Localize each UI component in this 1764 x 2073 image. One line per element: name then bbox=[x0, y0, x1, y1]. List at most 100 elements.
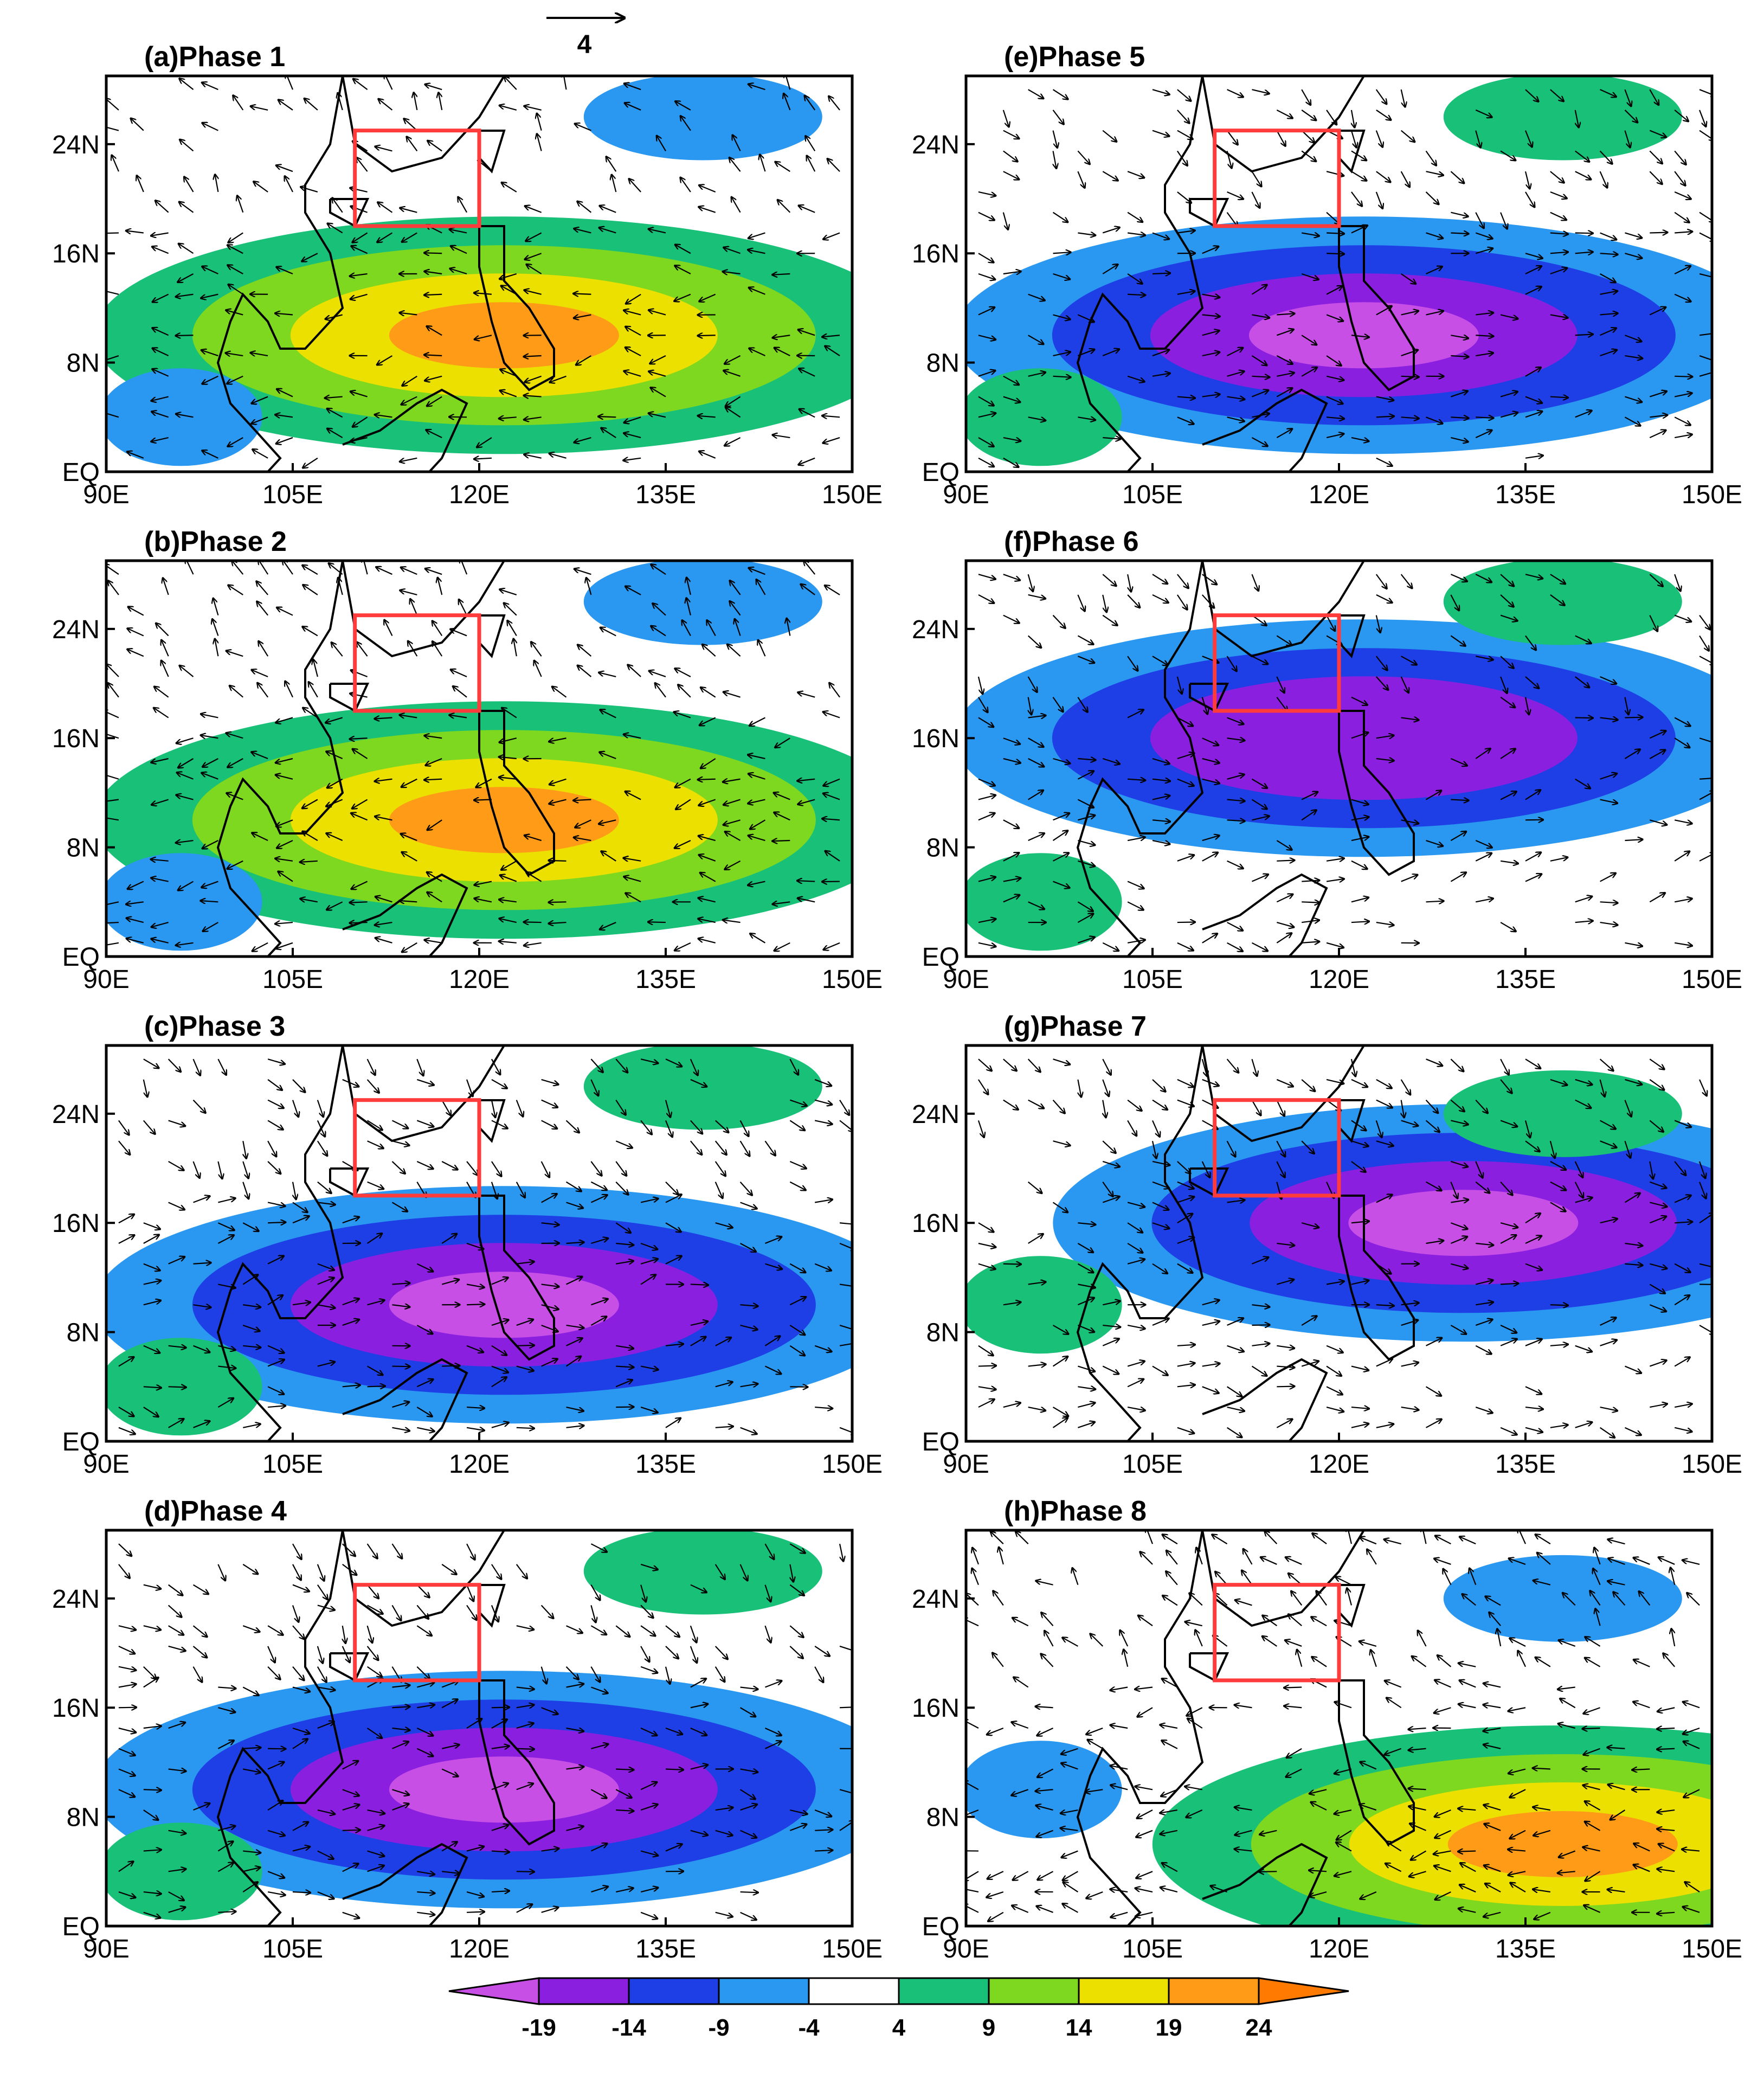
lat-tick-label: 16N bbox=[52, 1209, 100, 1238]
wind-vectors bbox=[118, 1058, 852, 1434]
colorbar-tick-label: 24 bbox=[1246, 2014, 1272, 2041]
lon-tick-label: 105E bbox=[262, 1450, 323, 1479]
lon-tick-label: 105E bbox=[1122, 965, 1183, 994]
lat-tick-label: 24N bbox=[52, 615, 100, 644]
colorbar-segment bbox=[898, 1977, 990, 2005]
lat-tick-label: 8N bbox=[926, 834, 960, 863]
lat-tick-label: 24N bbox=[52, 131, 100, 159]
lon-tick-label: 90E bbox=[83, 1935, 129, 1963]
lon-tick-label: 90E bbox=[943, 965, 989, 994]
lat-tick-label: 8N bbox=[926, 349, 960, 378]
colorbar-segment bbox=[718, 1977, 810, 2005]
lon-tick-label: 135E bbox=[1495, 480, 1556, 509]
lon-tick-label: 105E bbox=[1122, 1935, 1183, 1963]
lat-tick-label: EQ bbox=[922, 943, 960, 972]
lat-tick-label: EQ bbox=[62, 458, 100, 487]
lat-tick-label: 24N bbox=[52, 1100, 100, 1129]
colorbar-segment bbox=[1258, 1977, 1349, 2005]
lon-tick-label: 120E bbox=[1309, 1450, 1369, 1479]
lat-tick-label: 8N bbox=[67, 1319, 100, 1347]
lon-tick-label: 120E bbox=[1309, 480, 1369, 509]
lon-tick-label: 135E bbox=[635, 965, 696, 994]
panel-title: (c)Phase 3 bbox=[144, 1011, 285, 1042]
lon-tick-label: 120E bbox=[1309, 1935, 1369, 1963]
wind-vectors bbox=[978, 89, 1712, 467]
lon-tick-label: 105E bbox=[1122, 1450, 1183, 1479]
lat-tick-label: 16N bbox=[912, 724, 960, 753]
colorbar-segment bbox=[448, 1977, 540, 2005]
colorbar-segment bbox=[1078, 1977, 1170, 2005]
lon-tick-label: 105E bbox=[1122, 480, 1183, 509]
lat-tick-label: 8N bbox=[926, 1804, 960, 1832]
colorbar-tick-label: -9 bbox=[708, 2014, 729, 2041]
coastline bbox=[1076, 1530, 1415, 1926]
panel-title: (h)Phase 8 bbox=[1004, 1496, 1147, 1527]
wind-vectors bbox=[106, 561, 840, 952]
lat-tick-label: 16N bbox=[52, 724, 100, 753]
study-region-box bbox=[1213, 129, 1341, 228]
lat-tick-label: 24N bbox=[912, 615, 960, 644]
lon-tick-label: 135E bbox=[635, 1450, 696, 1479]
lat-tick-label: 16N bbox=[52, 1694, 100, 1723]
lon-tick-label: 90E bbox=[943, 1450, 989, 1479]
lon-tick-label: 150E bbox=[1682, 1935, 1742, 1963]
wind-vectors bbox=[977, 1058, 1712, 1437]
coastline bbox=[216, 1045, 555, 1441]
lat-tick-label: 24N bbox=[52, 1585, 100, 1614]
colorbar-tick-label: 4 bbox=[892, 2014, 906, 2041]
lon-tick-label: 120E bbox=[449, 965, 510, 994]
wind-vectors bbox=[966, 1530, 1700, 1921]
lat-tick-label: 24N bbox=[912, 131, 960, 159]
lon-tick-label: 105E bbox=[262, 965, 323, 994]
lon-tick-label: 105E bbox=[262, 480, 323, 509]
lon-tick-label: 105E bbox=[262, 1935, 323, 1963]
lon-tick-label: 150E bbox=[822, 1935, 883, 1963]
lon-tick-label: 150E bbox=[822, 965, 883, 994]
panel-title: (f)Phase 6 bbox=[1004, 526, 1139, 557]
lon-tick-label: 120E bbox=[1309, 965, 1369, 994]
colorbar-tick-label: 9 bbox=[982, 2014, 995, 2041]
lat-tick-label: 8N bbox=[67, 834, 100, 863]
colorbar-segment bbox=[538, 1977, 630, 2005]
lat-tick-label: 16N bbox=[912, 240, 960, 268]
lat-tick-label: 16N bbox=[52, 240, 100, 268]
lat-tick-label: 16N bbox=[912, 1694, 960, 1723]
panel-title: (a)Phase 1 bbox=[144, 41, 285, 73]
colorbar-tick-label: 19 bbox=[1156, 2014, 1182, 2041]
study-region-box bbox=[1213, 1098, 1341, 1198]
lat-tick-label: 8N bbox=[926, 1319, 960, 1347]
colorbar-tick-label: -4 bbox=[798, 2014, 820, 2041]
map-panel-g: (g)Phase 7 EQ 8N 16N 24N 90E 105E 120E 135E 150E bbox=[912, 1011, 1742, 1479]
lat-tick-label: 8N bbox=[67, 349, 100, 378]
coastline bbox=[1076, 1045, 1415, 1441]
colorbar-tick-label: -14 bbox=[611, 2014, 646, 2041]
colorbar-segment bbox=[628, 1977, 720, 2005]
panel-title: (d)Phase 4 bbox=[144, 1496, 287, 1527]
lon-tick-label: 135E bbox=[635, 480, 696, 509]
lon-tick-label: 90E bbox=[83, 480, 129, 509]
wind-vectors bbox=[118, 1543, 852, 1920]
anomaly-shading bbox=[966, 76, 1712, 472]
panel-title: (b)Phase 2 bbox=[144, 526, 287, 557]
colorbar-segment bbox=[988, 1977, 1080, 2005]
lon-tick-label: 135E bbox=[1495, 965, 1556, 994]
anomaly-shading bbox=[106, 561, 852, 957]
reference-vector: 4 bbox=[546, 18, 623, 59]
lat-tick-label: EQ bbox=[922, 458, 960, 487]
lat-tick-label: 24N bbox=[912, 1100, 960, 1129]
lat-tick-label: EQ bbox=[62, 943, 100, 972]
map-panel-f: (f)Phase 6 EQ 8N 16N 24N 90E 105E 120E 135E 150E bbox=[912, 526, 1742, 994]
wind-vectors bbox=[977, 574, 1712, 951]
lat-tick-label: 8N bbox=[67, 1804, 100, 1832]
lon-tick-label: 135E bbox=[1495, 1935, 1556, 1963]
map-panel-c: (c)Phase 3 EQ 8N 16N 24N 90E 105E 120E 135E 150E bbox=[52, 1011, 883, 1479]
lon-tick-label: 150E bbox=[822, 1450, 883, 1479]
colorbar-segment bbox=[808, 1977, 900, 2005]
map-panel-b: (b)Phase 2 EQ 8N 16N 24N 90E 105E 120E 135E 150E bbox=[52, 526, 883, 994]
coastline bbox=[216, 76, 555, 472]
study-region-box bbox=[1213, 613, 1341, 713]
map-panel-h: (h)Phase 8 EQ 8N 16N 24N 90E 105E 120E 135E 150E bbox=[912, 1496, 1742, 1963]
study-region-box bbox=[353, 129, 481, 228]
coastline bbox=[216, 1530, 555, 1926]
panels: (a)Phase 1 EQ 8N 16N 24N 90E 105E 120E 135E 150E (… bbox=[52, 41, 1742, 1963]
